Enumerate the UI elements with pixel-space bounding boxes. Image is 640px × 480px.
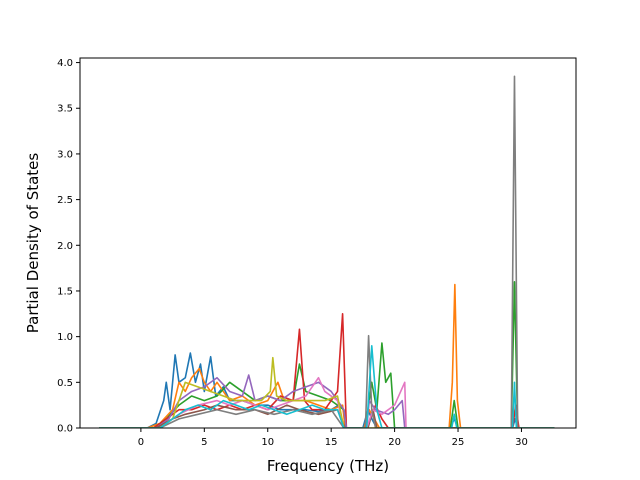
- x-tick-label: 5: [201, 437, 207, 448]
- x-tick-label: 30: [515, 437, 528, 448]
- pdos-series-line-8: [99, 75, 555, 428]
- y-tick-label: 4.0: [57, 58, 73, 69]
- y-tick-label: 0.0: [57, 424, 73, 435]
- y-tick-label: 2.5: [57, 195, 73, 206]
- y-tick-label: 2.0: [57, 241, 73, 252]
- x-axis: 0 5 10 15 20 25 30: [138, 428, 528, 448]
- x-tick-label: 25: [452, 437, 465, 448]
- x-axis-title: Frequency (THz): [267, 457, 389, 475]
- series-layer: [99, 75, 555, 428]
- x-tick-label: 15: [325, 437, 338, 448]
- y-axis: 0.0 0.5 1.0 1.5 2.0 2.5 3.0 3.5 4.0: [57, 58, 80, 435]
- pdos-series-line-4: [99, 313, 555, 428]
- y-tick-label: 3.5: [57, 104, 73, 115]
- x-tick-label: 0: [138, 437, 144, 448]
- y-tick-label: 1.5: [57, 286, 73, 297]
- plot-frame: [79, 57, 577, 429]
- pdos-series-line-9: [99, 356, 555, 428]
- y-axis-title: Partial Density of States: [24, 153, 42, 334]
- pdos-series-line-7: [99, 376, 555, 428]
- pdos-series-line-10: [99, 344, 555, 428]
- y-tick-label: 0.5: [57, 378, 73, 389]
- plot-area: [80, 58, 576, 428]
- pdos-series-line-6: [99, 404, 555, 428]
- x-tick-label: 10: [261, 437, 274, 448]
- x-tick-label: 20: [388, 437, 401, 448]
- y-tick-label: 1.0: [57, 332, 73, 343]
- y-tick-label: 3.0: [57, 149, 73, 160]
